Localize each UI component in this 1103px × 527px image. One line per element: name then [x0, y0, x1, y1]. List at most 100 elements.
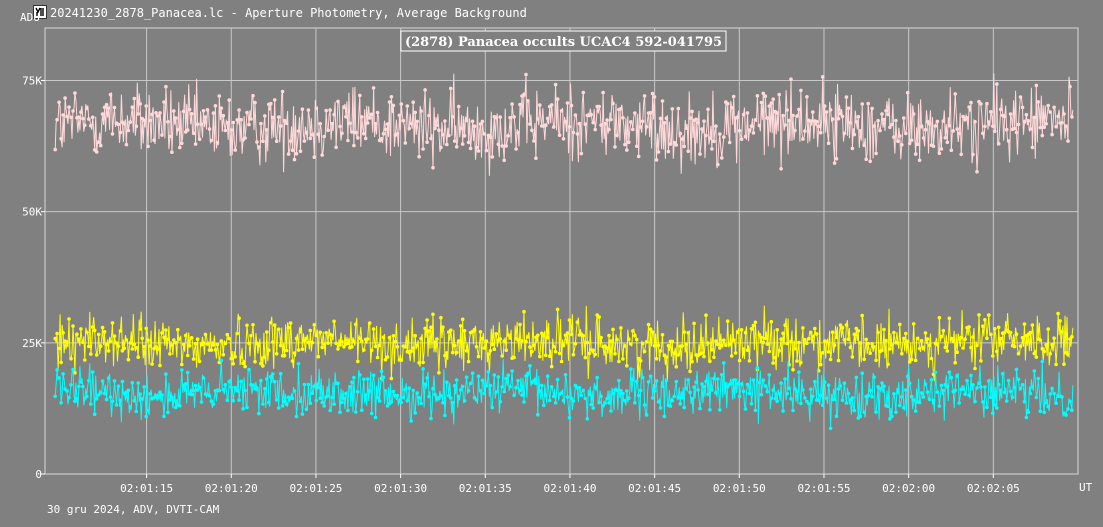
data-point	[971, 383, 975, 387]
data-point	[286, 152, 291, 156]
data-point	[118, 329, 123, 333]
data-point	[998, 336, 1003, 341]
data-point	[393, 339, 398, 344]
data-point	[1032, 351, 1037, 356]
data-point	[633, 334, 637, 338]
data-point	[579, 151, 584, 156]
data-point	[543, 353, 548, 358]
data-point	[405, 399, 410, 403]
data-point	[298, 329, 303, 334]
y-tick-label: 50K	[22, 206, 42, 219]
data-point	[591, 406, 595, 410]
data-point	[832, 161, 837, 165]
data-point	[803, 337, 807, 342]
data-point	[1062, 112, 1066, 116]
data-point	[1014, 367, 1019, 372]
data-point	[134, 124, 139, 129]
data-point	[458, 388, 463, 392]
data-point	[158, 390, 162, 395]
data-point	[1066, 352, 1070, 357]
data-point	[324, 108, 329, 113]
data-point	[502, 389, 507, 394]
data-point	[197, 359, 202, 364]
data-point	[838, 384, 843, 388]
data-point	[104, 102, 109, 107]
data-point	[322, 134, 327, 139]
data-point	[407, 126, 412, 131]
data-point	[1010, 395, 1015, 400]
data-point	[439, 315, 443, 320]
data-point	[387, 100, 392, 104]
data-point	[640, 375, 645, 380]
data-point	[801, 326, 805, 330]
data-point	[411, 388, 416, 393]
data-point	[201, 376, 206, 380]
data-point	[312, 384, 317, 389]
data-point	[409, 349, 414, 354]
data-point	[290, 396, 295, 401]
data-point	[852, 332, 857, 337]
data-point	[1016, 122, 1021, 127]
light-curve-app-icon[interactable]	[33, 5, 47, 19]
data-point	[652, 389, 657, 393]
data-point	[300, 412, 305, 416]
data-point	[902, 336, 906, 341]
data-point	[348, 384, 352, 389]
data-point	[718, 408, 722, 412]
data-point	[235, 331, 239, 336]
data-point	[148, 392, 152, 396]
data-point	[358, 336, 362, 341]
data-point	[227, 379, 231, 384]
data-point	[160, 393, 164, 397]
data-point	[1070, 115, 1074, 119]
data-point	[534, 156, 538, 160]
data-point	[757, 380, 762, 385]
data-point	[785, 108, 789, 112]
data-point	[611, 327, 615, 332]
data-point	[935, 119, 940, 124]
data-point	[1050, 342, 1054, 347]
data-point	[520, 393, 524, 397]
data-point	[187, 107, 192, 112]
data-point	[245, 405, 249, 410]
data-point	[100, 325, 105, 330]
data-point	[61, 331, 65, 335]
data-point	[395, 344, 400, 349]
data-point	[102, 105, 107, 110]
data-point	[765, 116, 770, 120]
data-point	[680, 137, 684, 141]
data-point	[274, 139, 279, 143]
data-point	[369, 112, 374, 117]
data-point	[943, 136, 948, 140]
data-point	[421, 367, 425, 371]
data-point	[282, 400, 287, 404]
data-point	[656, 150, 661, 154]
data-point	[336, 99, 340, 104]
chart-title: (2878) Panacea occults UCAC4 592-041795	[400, 30, 727, 52]
data-point	[280, 404, 285, 408]
data-point	[126, 388, 131, 393]
data-point	[1068, 399, 1072, 404]
data-point	[597, 104, 601, 109]
data-point	[132, 342, 137, 347]
data-point	[1052, 336, 1056, 341]
data-point	[763, 336, 768, 341]
data-point	[860, 102, 864, 106]
data-point	[269, 101, 273, 106]
data-point	[917, 400, 922, 405]
data-point	[278, 124, 283, 128]
data-point	[787, 386, 791, 391]
data-point	[377, 399, 382, 403]
data-point	[90, 325, 95, 329]
data-point	[977, 381, 981, 386]
data-point	[836, 116, 841, 121]
data-point	[247, 341, 251, 346]
data-point	[324, 331, 329, 335]
data-point	[255, 140, 259, 144]
data-point	[979, 385, 983, 389]
data-point	[783, 377, 787, 381]
data-point	[102, 391, 107, 396]
data-point	[973, 119, 977, 124]
data-point	[346, 341, 350, 346]
